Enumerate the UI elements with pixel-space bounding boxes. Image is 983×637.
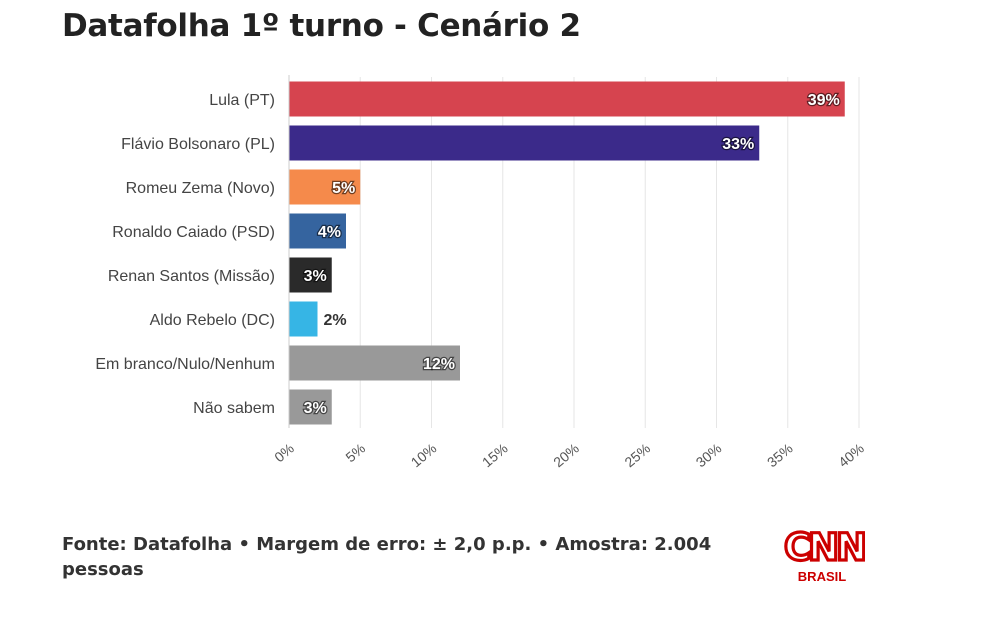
category-label: Ronaldo Caiado (PSD) (112, 224, 275, 241)
bar (289, 389, 332, 425)
category-label: Aldo Rebelo (DC) (150, 312, 275, 329)
bar (289, 301, 318, 337)
x-tick-label: 5% (342, 440, 368, 465)
bar (289, 257, 332, 293)
value-label: 39% (808, 92, 840, 109)
bar-layer (289, 81, 845, 425)
value-label: 5% (332, 180, 355, 197)
value-label: 3% (304, 400, 327, 417)
brasil-logo-text: BRASIL (798, 569, 846, 584)
label-layer: Lula (PT) 39% Flávio Bolsonaro (PL) 33% Rome… (95, 91, 841, 419)
value-label: 33% (722, 136, 754, 153)
category-label: Lula (PT) (209, 92, 275, 109)
value-label: 2% (324, 312, 347, 329)
value-label: 3% (304, 268, 327, 285)
x-tick-label: 35% (764, 440, 796, 470)
category-label: Não sabem (193, 400, 275, 417)
x-tick-label: 15% (479, 440, 511, 470)
x-tick-label: 25% (621, 440, 653, 470)
cnn-brasil-logo: CNN BRASIL (783, 524, 865, 584)
bar (289, 169, 361, 205)
bar-chart: Lula (PT) 39% Flávio Bolsonaro (PL) 33% Rome… (95, 75, 867, 470)
category-label: Romeu Zema (Novo) (126, 180, 275, 197)
x-tick-label: 10% (408, 440, 440, 470)
value-label: 4% (318, 224, 341, 241)
x-tick-label: 0% (271, 440, 297, 465)
source-note: Fonte: Datafolha • Margem de erro: ± 2,0… (62, 534, 712, 580)
bar (289, 345, 460, 381)
bar (289, 81, 845, 117)
x-tick-label: 40% (835, 440, 867, 470)
chart-title: Datafolha 1º turno - Cenário 2 (62, 8, 581, 44)
x-tick-label: 20% (550, 440, 582, 470)
category-label: Renan Santos (Missão) (108, 268, 275, 285)
value-label: 12% (423, 356, 455, 373)
category-label: Em branco/Nulo/Nenhum (95, 356, 275, 373)
bar (289, 213, 346, 249)
category-label: Flávio Bolsonaro (PL) (121, 136, 275, 153)
x-tick-label: 30% (693, 440, 725, 470)
bar (289, 125, 760, 161)
cnn-logo-text: CNN (784, 526, 864, 569)
